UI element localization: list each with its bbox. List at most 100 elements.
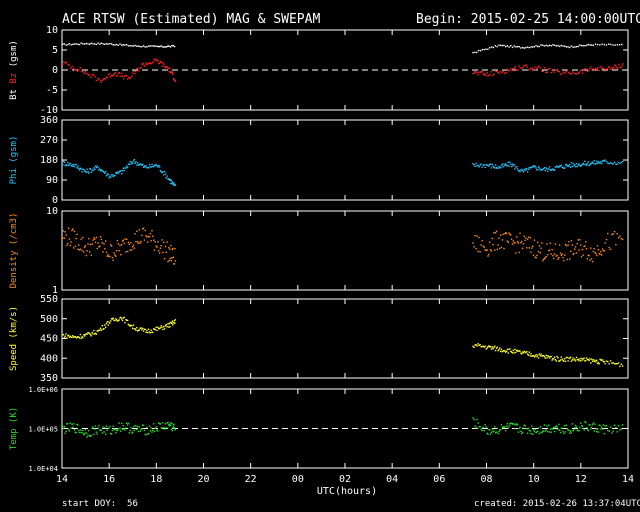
data-point-bz bbox=[490, 71, 492, 73]
data-point-temp bbox=[67, 428, 70, 430]
data-point-phi bbox=[92, 170, 94, 172]
data-point-density bbox=[487, 255, 489, 257]
data-point-density bbox=[621, 238, 624, 241]
data-point-bz bbox=[506, 68, 508, 70]
data-point-speed bbox=[62, 334, 64, 336]
data-point-bz bbox=[516, 69, 518, 71]
data-point-phi bbox=[542, 168, 545, 170]
data-point-bz bbox=[534, 69, 537, 71]
data-point-phi bbox=[496, 167, 498, 169]
data-point-temp bbox=[585, 421, 587, 424]
data-point-speed bbox=[545, 354, 547, 357]
data-point-bt bbox=[483, 48, 485, 51]
data-point-temp bbox=[577, 430, 579, 432]
data-point-density bbox=[99, 245, 101, 247]
data-point-bt bbox=[608, 43, 610, 45]
data-point-speed bbox=[491, 346, 493, 348]
data-point-speed bbox=[535, 354, 537, 356]
data-point-speed bbox=[481, 345, 483, 348]
x-tick-label: 04 bbox=[386, 474, 398, 485]
data-point-density bbox=[580, 256, 583, 258]
data-point-temp bbox=[147, 432, 150, 435]
y-tick-label: 90 bbox=[46, 175, 58, 186]
data-point-bt bbox=[500, 44, 502, 47]
data-point-speed bbox=[135, 329, 137, 331]
data-point-temp bbox=[502, 426, 504, 428]
data-point-density bbox=[142, 228, 144, 230]
data-point-temp bbox=[89, 435, 91, 437]
data-point-bt bbox=[109, 42, 111, 45]
data-point-speed bbox=[540, 353, 542, 355]
data-point-density bbox=[114, 254, 116, 256]
data-point-temp bbox=[155, 426, 157, 428]
x-tick-label: 14 bbox=[622, 474, 634, 485]
data-point-speed bbox=[153, 328, 155, 330]
data-point-temp bbox=[508, 425, 510, 427]
data-point-bz bbox=[114, 72, 117, 74]
data-point-temp bbox=[529, 430, 531, 432]
data-point-phi bbox=[157, 166, 159, 168]
data-point-bz bbox=[579, 69, 582, 72]
data-point-speed bbox=[142, 330, 145, 332]
data-point-speed bbox=[579, 358, 581, 360]
data-point-temp bbox=[550, 431, 552, 433]
data-point-speed bbox=[488, 345, 490, 347]
data-point-temp bbox=[135, 425, 137, 427]
y-axis-label-speed: Speed (km/s) bbox=[9, 306, 19, 371]
data-point-density bbox=[577, 239, 579, 241]
data-point-density bbox=[94, 241, 97, 243]
data-point-density bbox=[164, 245, 167, 248]
data-point-density bbox=[599, 253, 601, 255]
data-point-bt bbox=[521, 46, 524, 49]
data-point-temp bbox=[83, 432, 86, 435]
data-point-density bbox=[171, 257, 173, 259]
data-point-temp bbox=[604, 425, 606, 427]
data-point-speed bbox=[616, 363, 618, 365]
data-point-speed bbox=[558, 360, 560, 362]
data-point-density bbox=[529, 237, 531, 239]
data-point-temp bbox=[518, 427, 520, 430]
data-point-phi bbox=[118, 171, 120, 173]
data-point-speed bbox=[113, 319, 115, 321]
data-point-bz bbox=[100, 81, 103, 83]
data-point-speed bbox=[550, 355, 552, 358]
data-point-phi bbox=[66, 164, 68, 167]
data-point-density bbox=[566, 258, 568, 261]
data-point-speed bbox=[158, 328, 161, 330]
data-point-temp bbox=[156, 429, 158, 431]
data-point-temp bbox=[115, 429, 118, 431]
data-point-phi bbox=[562, 166, 564, 169]
data-point-speed bbox=[127, 323, 130, 326]
data-point-phi bbox=[476, 165, 478, 167]
data-point-phi bbox=[536, 169, 538, 171]
data-point-speed bbox=[558, 360, 561, 362]
data-point-temp bbox=[485, 426, 487, 428]
data-point-bt bbox=[94, 43, 96, 45]
data-point-temp bbox=[570, 432, 573, 434]
data-point-temp bbox=[144, 433, 146, 436]
data-point-bz bbox=[154, 58, 156, 60]
data-point-speed bbox=[126, 319, 128, 321]
data-point-phi bbox=[85, 171, 87, 173]
data-point-bt bbox=[492, 46, 495, 49]
data-point-bz bbox=[526, 66, 528, 68]
data-point-bz bbox=[614, 64, 616, 66]
data-point-bz bbox=[164, 66, 167, 68]
data-point-bt bbox=[590, 44, 593, 46]
data-point-bz bbox=[161, 65, 163, 67]
data-point-bt bbox=[165, 46, 168, 48]
data-point-bz bbox=[149, 62, 151, 64]
data-point-density bbox=[532, 254, 535, 256]
data-point-speed bbox=[142, 327, 144, 330]
data-point-speed bbox=[587, 358, 589, 361]
data-point-phi bbox=[489, 163, 491, 166]
data-point-bt bbox=[134, 44, 136, 47]
data-point-phi bbox=[148, 163, 151, 166]
data-point-temp bbox=[506, 423, 509, 425]
data-point-bz bbox=[101, 79, 104, 81]
data-point-temp bbox=[78, 431, 81, 434]
data-point-phi bbox=[482, 164, 484, 166]
data-point-phi bbox=[595, 162, 597, 165]
data-point-bz bbox=[144, 65, 146, 67]
data-point-phi bbox=[576, 165, 578, 168]
